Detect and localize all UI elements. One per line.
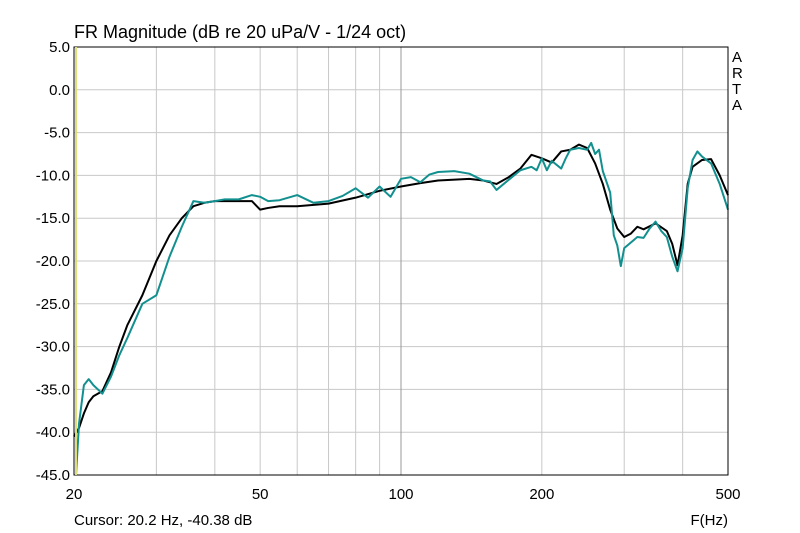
- y-tick-label: 0.0: [49, 82, 70, 99]
- y-tick-label: -5.0: [44, 125, 70, 142]
- x-tick-label: 500: [715, 486, 740, 503]
- y-tick-label: -15.0: [36, 210, 70, 227]
- side-letter: A: [732, 49, 742, 66]
- plot-frame: [73, 46, 729, 476]
- side-letter: T: [732, 81, 741, 98]
- series-layer: [73, 141, 729, 476]
- y-tick-label: 5.0: [49, 39, 70, 56]
- x-tick-label: 100: [388, 486, 413, 503]
- x-tick-label: 20: [66, 486, 83, 503]
- side-letter: A: [732, 97, 742, 114]
- x-tick-label: 200: [529, 486, 554, 503]
- y-tick-labels: 5.0 0.0 -5.0 -10.0 -15.0 -20.0 -25.0 -30.0 -35.0…: [36, 39, 70, 484]
- cursor-readout: Cursor: 20.2 Hz, -40.38 dB: [74, 512, 252, 529]
- y-tick-label: -30.0: [36, 339, 70, 356]
- y-tick-label: -25.0: [36, 296, 70, 313]
- x-tick-labels: 20 50 100 200 500: [66, 486, 741, 503]
- y-tick-label: -20.0: [36, 253, 70, 270]
- y-tick-label: -10.0: [36, 167, 70, 184]
- grid-lines: [73, 46, 729, 476]
- y-tick-label: -35.0: [36, 381, 70, 398]
- series-line-2: [75, 141, 729, 476]
- x-axis-label: F(Hz): [691, 512, 729, 529]
- chart-title: FR Magnitude (dB re 20 uPa/V - 1/24 oct): [74, 22, 406, 42]
- y-tick-label: -40.0: [36, 424, 70, 441]
- x-tick-label: 50: [252, 486, 269, 503]
- y-tick-label: -45.0: [36, 467, 70, 484]
- side-letter: R: [732, 65, 743, 82]
